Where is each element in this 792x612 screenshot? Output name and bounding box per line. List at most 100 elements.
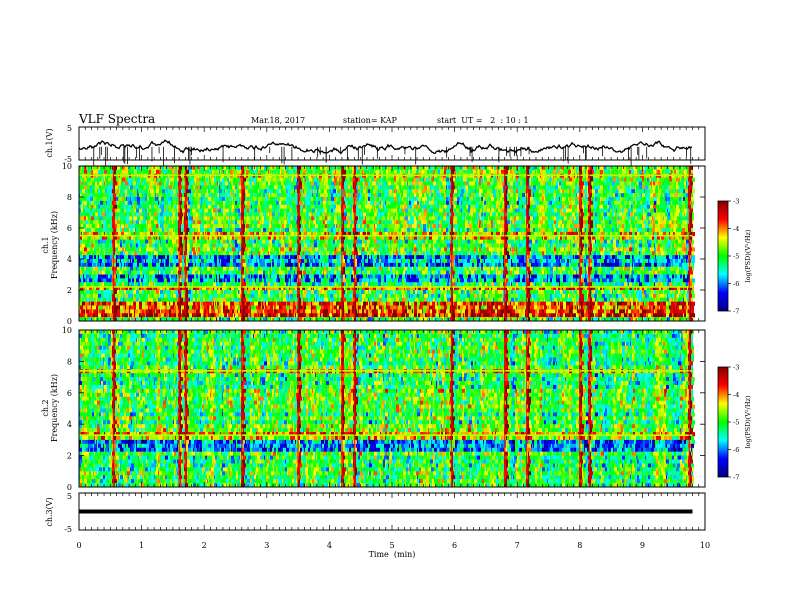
spectrogram-cell bbox=[449, 212, 452, 217]
spectrogram-cell bbox=[388, 177, 391, 182]
spectrogram-cell bbox=[247, 181, 249, 186]
ch1-waveform-trace bbox=[78, 139, 693, 155]
spectrogram-cell bbox=[153, 177, 154, 182]
spectrogram-cell bbox=[484, 212, 486, 217]
spectrogram-cell bbox=[691, 169, 693, 175]
spectrogram-cell bbox=[272, 197, 275, 202]
spectrogram-cell bbox=[220, 169, 221, 175]
spectrogram-cell bbox=[434, 212, 435, 217]
spectrogram-cell bbox=[337, 200, 340, 206]
spectrogram-cell bbox=[102, 189, 104, 194]
spectrogram-cell bbox=[112, 200, 113, 206]
spectrogram-cell bbox=[266, 216, 269, 221]
spectrogram-cell bbox=[544, 197, 545, 202]
spectrogram-cell bbox=[580, 166, 582, 171]
spectrogram-cell bbox=[91, 177, 94, 182]
spectrogram-cell bbox=[118, 197, 119, 202]
spectrogram-cell bbox=[453, 197, 454, 202]
spectrogram-cell bbox=[221, 193, 224, 198]
spectrogram-cell bbox=[640, 220, 643, 225]
spectrogram-cell bbox=[244, 216, 247, 221]
spectrogram-cell bbox=[543, 169, 546, 175]
spectrogram-cell bbox=[402, 208, 405, 213]
spectrogram-cell bbox=[307, 204, 308, 210]
spectrogram-cell bbox=[559, 181, 561, 186]
spectrogram-cell bbox=[172, 169, 175, 175]
spectrogram-cell bbox=[359, 220, 362, 225]
spectrogram-cell bbox=[557, 208, 560, 213]
spectrogram-cell bbox=[601, 193, 603, 198]
spectrogram-cell bbox=[477, 185, 479, 190]
spectrogram-cell bbox=[234, 189, 236, 194]
spectrogram-cell bbox=[229, 181, 231, 186]
spectrogram-cell bbox=[290, 197, 293, 202]
spectrogram-cell bbox=[607, 166, 608, 171]
spectrogram-cell bbox=[220, 224, 223, 229]
spectrogram-cell bbox=[110, 166, 112, 171]
spectrogram-cell bbox=[412, 204, 414, 210]
spectrogram-cell bbox=[476, 169, 477, 175]
spectrogram-cell bbox=[672, 200, 673, 206]
spectrogram-cell bbox=[363, 200, 365, 206]
spectrogram-cell bbox=[541, 200, 543, 206]
spectrogram-cell bbox=[543, 185, 546, 190]
spectrogram-cell bbox=[173, 185, 175, 190]
spectrogram-cell bbox=[569, 204, 571, 210]
spectrogram-cell bbox=[521, 212, 523, 217]
spectrogram-cell bbox=[386, 189, 389, 194]
spectrogram-cell bbox=[161, 197, 164, 202]
spectrogram-cell bbox=[457, 169, 459, 175]
spectrogram-cell bbox=[260, 200, 261, 206]
spectrogram-cell bbox=[182, 166, 183, 171]
spectrogram-cell bbox=[127, 197, 130, 202]
spectrogram-cell bbox=[170, 169, 172, 175]
spectrogram-cell bbox=[614, 185, 617, 190]
spectrogram-cell bbox=[198, 197, 200, 202]
spectrogram-cell bbox=[687, 216, 689, 221]
spectrogram-cell bbox=[401, 212, 404, 217]
spectrogram-cell bbox=[453, 220, 454, 225]
spectrogram-cell bbox=[84, 169, 87, 175]
spectrogram-cell bbox=[612, 204, 615, 210]
spectrogram-cell bbox=[406, 166, 409, 171]
spectrogram-cell bbox=[629, 204, 631, 210]
spectrogram-cell bbox=[466, 189, 468, 194]
spectrogram-cell bbox=[631, 208, 633, 213]
spectrogram-cell bbox=[506, 193, 507, 198]
spectrogram-cell bbox=[670, 193, 673, 198]
spectrogram-cell bbox=[103, 204, 105, 210]
spectrogram-cell bbox=[366, 169, 369, 175]
spectrogram-cell bbox=[455, 181, 456, 186]
spectrogram-cell bbox=[250, 193, 251, 198]
spectrogram-cell bbox=[502, 220, 505, 225]
spectrogram-cell bbox=[428, 204, 430, 210]
spectrogram-cell bbox=[639, 204, 641, 210]
spectrogram-cell bbox=[314, 185, 315, 190]
spectrogram-cell bbox=[423, 177, 424, 182]
spectrogram-cell bbox=[109, 220, 110, 225]
spectrogram-cell bbox=[427, 197, 428, 202]
spectrogram-cell bbox=[384, 193, 386, 198]
spectrogram-cell bbox=[307, 197, 310, 202]
spectrogram-cell bbox=[333, 193, 336, 198]
spectrogram-cell bbox=[630, 224, 632, 229]
spectrogram-cell bbox=[487, 177, 488, 182]
spectrogram-cell bbox=[296, 197, 298, 202]
spectrogram-cell bbox=[365, 181, 368, 186]
spectrogram-cell bbox=[515, 208, 517, 213]
spectrogram-cell bbox=[479, 193, 481, 198]
spectrogram-cell bbox=[658, 220, 661, 225]
spectrogram-cell bbox=[618, 193, 620, 198]
spectrogram-cell bbox=[674, 189, 675, 194]
spectrogram-cell bbox=[417, 220, 419, 225]
spectrogram-cell bbox=[531, 189, 533, 194]
spectrogram-cell bbox=[350, 212, 351, 217]
spectrogram-cell bbox=[661, 220, 663, 225]
spectrogram-cell bbox=[188, 166, 191, 171]
spectrogram-cell bbox=[642, 224, 645, 229]
spectrogram-cell bbox=[622, 212, 623, 217]
spectrogram-cell bbox=[255, 208, 257, 213]
spectrogram-cell bbox=[160, 177, 162, 182]
spectrogram-cell bbox=[677, 189, 680, 194]
spectrogram-cell bbox=[412, 185, 415, 190]
